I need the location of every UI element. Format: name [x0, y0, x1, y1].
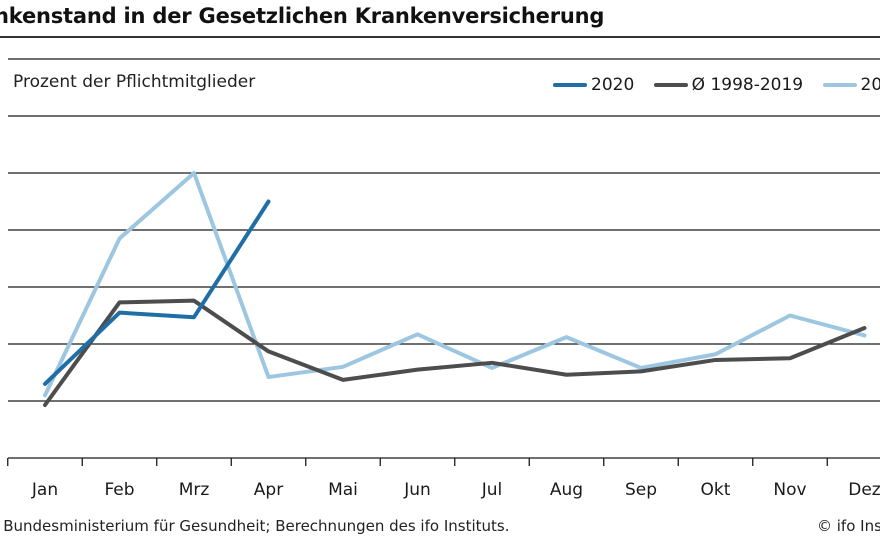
x-tick-label-aug: Aug: [550, 480, 583, 500]
x-tick-label-mrz: Mrz: [179, 480, 210, 500]
x-tick-label-sep: Sep: [625, 480, 657, 500]
series-line-20: [43, 171, 867, 398]
x-tick-label-mai: Mai: [328, 480, 358, 500]
x-tick-label-feb: Feb: [104, 480, 134, 500]
y-axis-unit-label: Prozent der Pflichtmitglieder: [13, 72, 256, 92]
series-line-2020: [43, 199, 271, 386]
chart-title: nkenstand in der Gesetzlichen Krankenver…: [0, 4, 605, 28]
legend-swatch-2020: [553, 83, 587, 87]
legend-item-20: 20: [822, 75, 880, 95]
legend-label-20: 20: [860, 75, 880, 95]
legend-label-average: Ø 1998-2019: [691, 75, 804, 95]
legend-item-2020: 2020: [553, 75, 634, 95]
x-tick-label-jan: Jan: [31, 480, 58, 500]
legend-label-2020: 2020: [591, 75, 635, 95]
legend-swatch-average: [653, 83, 688, 87]
series-line-1998-2019: [43, 298, 867, 407]
x-tick-label-jul: Jul: [481, 480, 503, 500]
legend: 2020 Ø 1998-2019 20: [553, 72, 880, 95]
x-tick-label-okt: Okt: [701, 480, 731, 500]
title-divider: [0, 36, 880, 38]
legend-swatch-20: [822, 83, 857, 87]
x-tick-label-dez: Dez: [848, 480, 880, 500]
source-note: le: Bundesministerium für Gesundheit; Be…: [0, 517, 510, 535]
x-tick-label-jun: Jun: [403, 480, 431, 500]
copyright-note: © ifo Ins: [817, 517, 880, 535]
x-tick-label-apr: Apr: [254, 480, 283, 500]
x-tick-label-nov: Nov: [773, 480, 806, 500]
legend-item-average: Ø 1998-2019: [653, 75, 804, 95]
